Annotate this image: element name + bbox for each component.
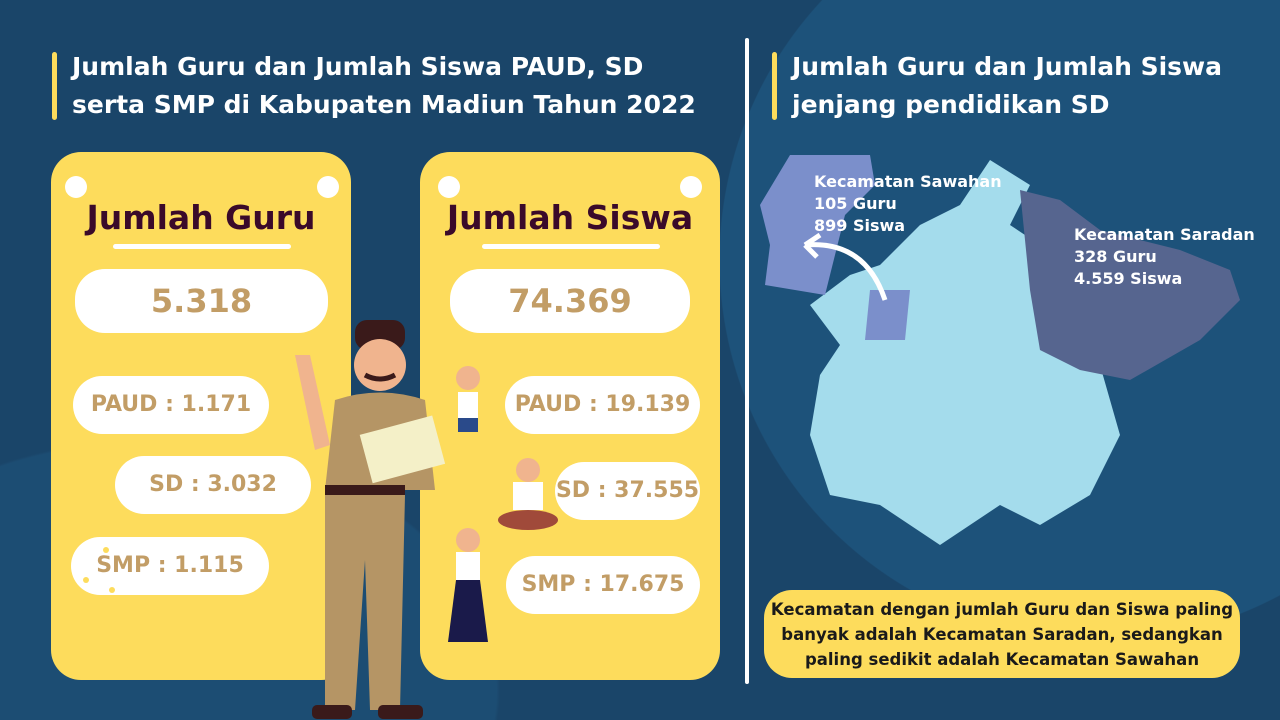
underline: [482, 244, 660, 249]
underline: [113, 244, 291, 249]
saradan-label: Kecamatan Saradan 328 Guru 4.559 Siswa: [1074, 224, 1255, 290]
saradan-region: [1020, 190, 1240, 380]
saradan-siswa: 4.559 Siswa: [1074, 269, 1183, 288]
saradan-name: Kecamatan Saradan: [1074, 225, 1255, 244]
dots-decoration: [51, 495, 173, 673]
sawahan-guru: 105 Guru: [814, 194, 897, 213]
sawahan-name: Kecamatan Sawahan: [814, 172, 1002, 191]
guru-paud: PAUD : 1.171: [73, 376, 269, 434]
divider: [745, 38, 749, 684]
hole: [317, 176, 339, 198]
sawahan-siswa: 899 Siswa: [814, 216, 906, 235]
hole: [65, 176, 87, 198]
guru-total: 5.318: [75, 269, 328, 333]
sawahan-region: [865, 290, 910, 340]
saradan-guru: 328 Guru: [1074, 247, 1157, 266]
madiun-map: [760, 155, 1240, 545]
right-title: Jumlah Guru dan Jumlah Siswa jenjang pen…: [772, 48, 1232, 124]
arrow-head-icon: [803, 232, 822, 259]
siswa-sd: SD : 37.555: [555, 462, 700, 520]
left-title: Jumlah Guru dan Jumlah Siswa PAUD, SD se…: [52, 48, 712, 124]
guru-card: Jumlah Guru 5.318 PAUD : 1.171 SD : 3.03…: [51, 152, 351, 680]
teacher-illustration: [295, 320, 446, 719]
arrow-icon: [804, 242, 888, 301]
hole: [438, 176, 460, 198]
siswa-paud: PAUD : 19.139: [505, 376, 700, 434]
sawahan-region: [760, 155, 875, 295]
guru-heading: Jumlah Guru: [86, 198, 316, 237]
sawahan-label: Kecamatan Sawahan 105 Guru 899 Siswa: [814, 171, 1002, 237]
siswa-smp: SMP : 17.675: [506, 556, 700, 614]
guru-sd: SD : 3.032: [115, 456, 311, 514]
siswa-heading: Jumlah Siswa: [446, 198, 694, 237]
guru-smp: SMP : 1.115: [71, 537, 269, 595]
siswa-total: 74.369: [450, 269, 690, 333]
student-illustrations: [448, 366, 558, 642]
hole: [680, 176, 702, 198]
summary-note: Kecamatan dengan jumlah Guru dan Siswa p…: [764, 590, 1240, 678]
